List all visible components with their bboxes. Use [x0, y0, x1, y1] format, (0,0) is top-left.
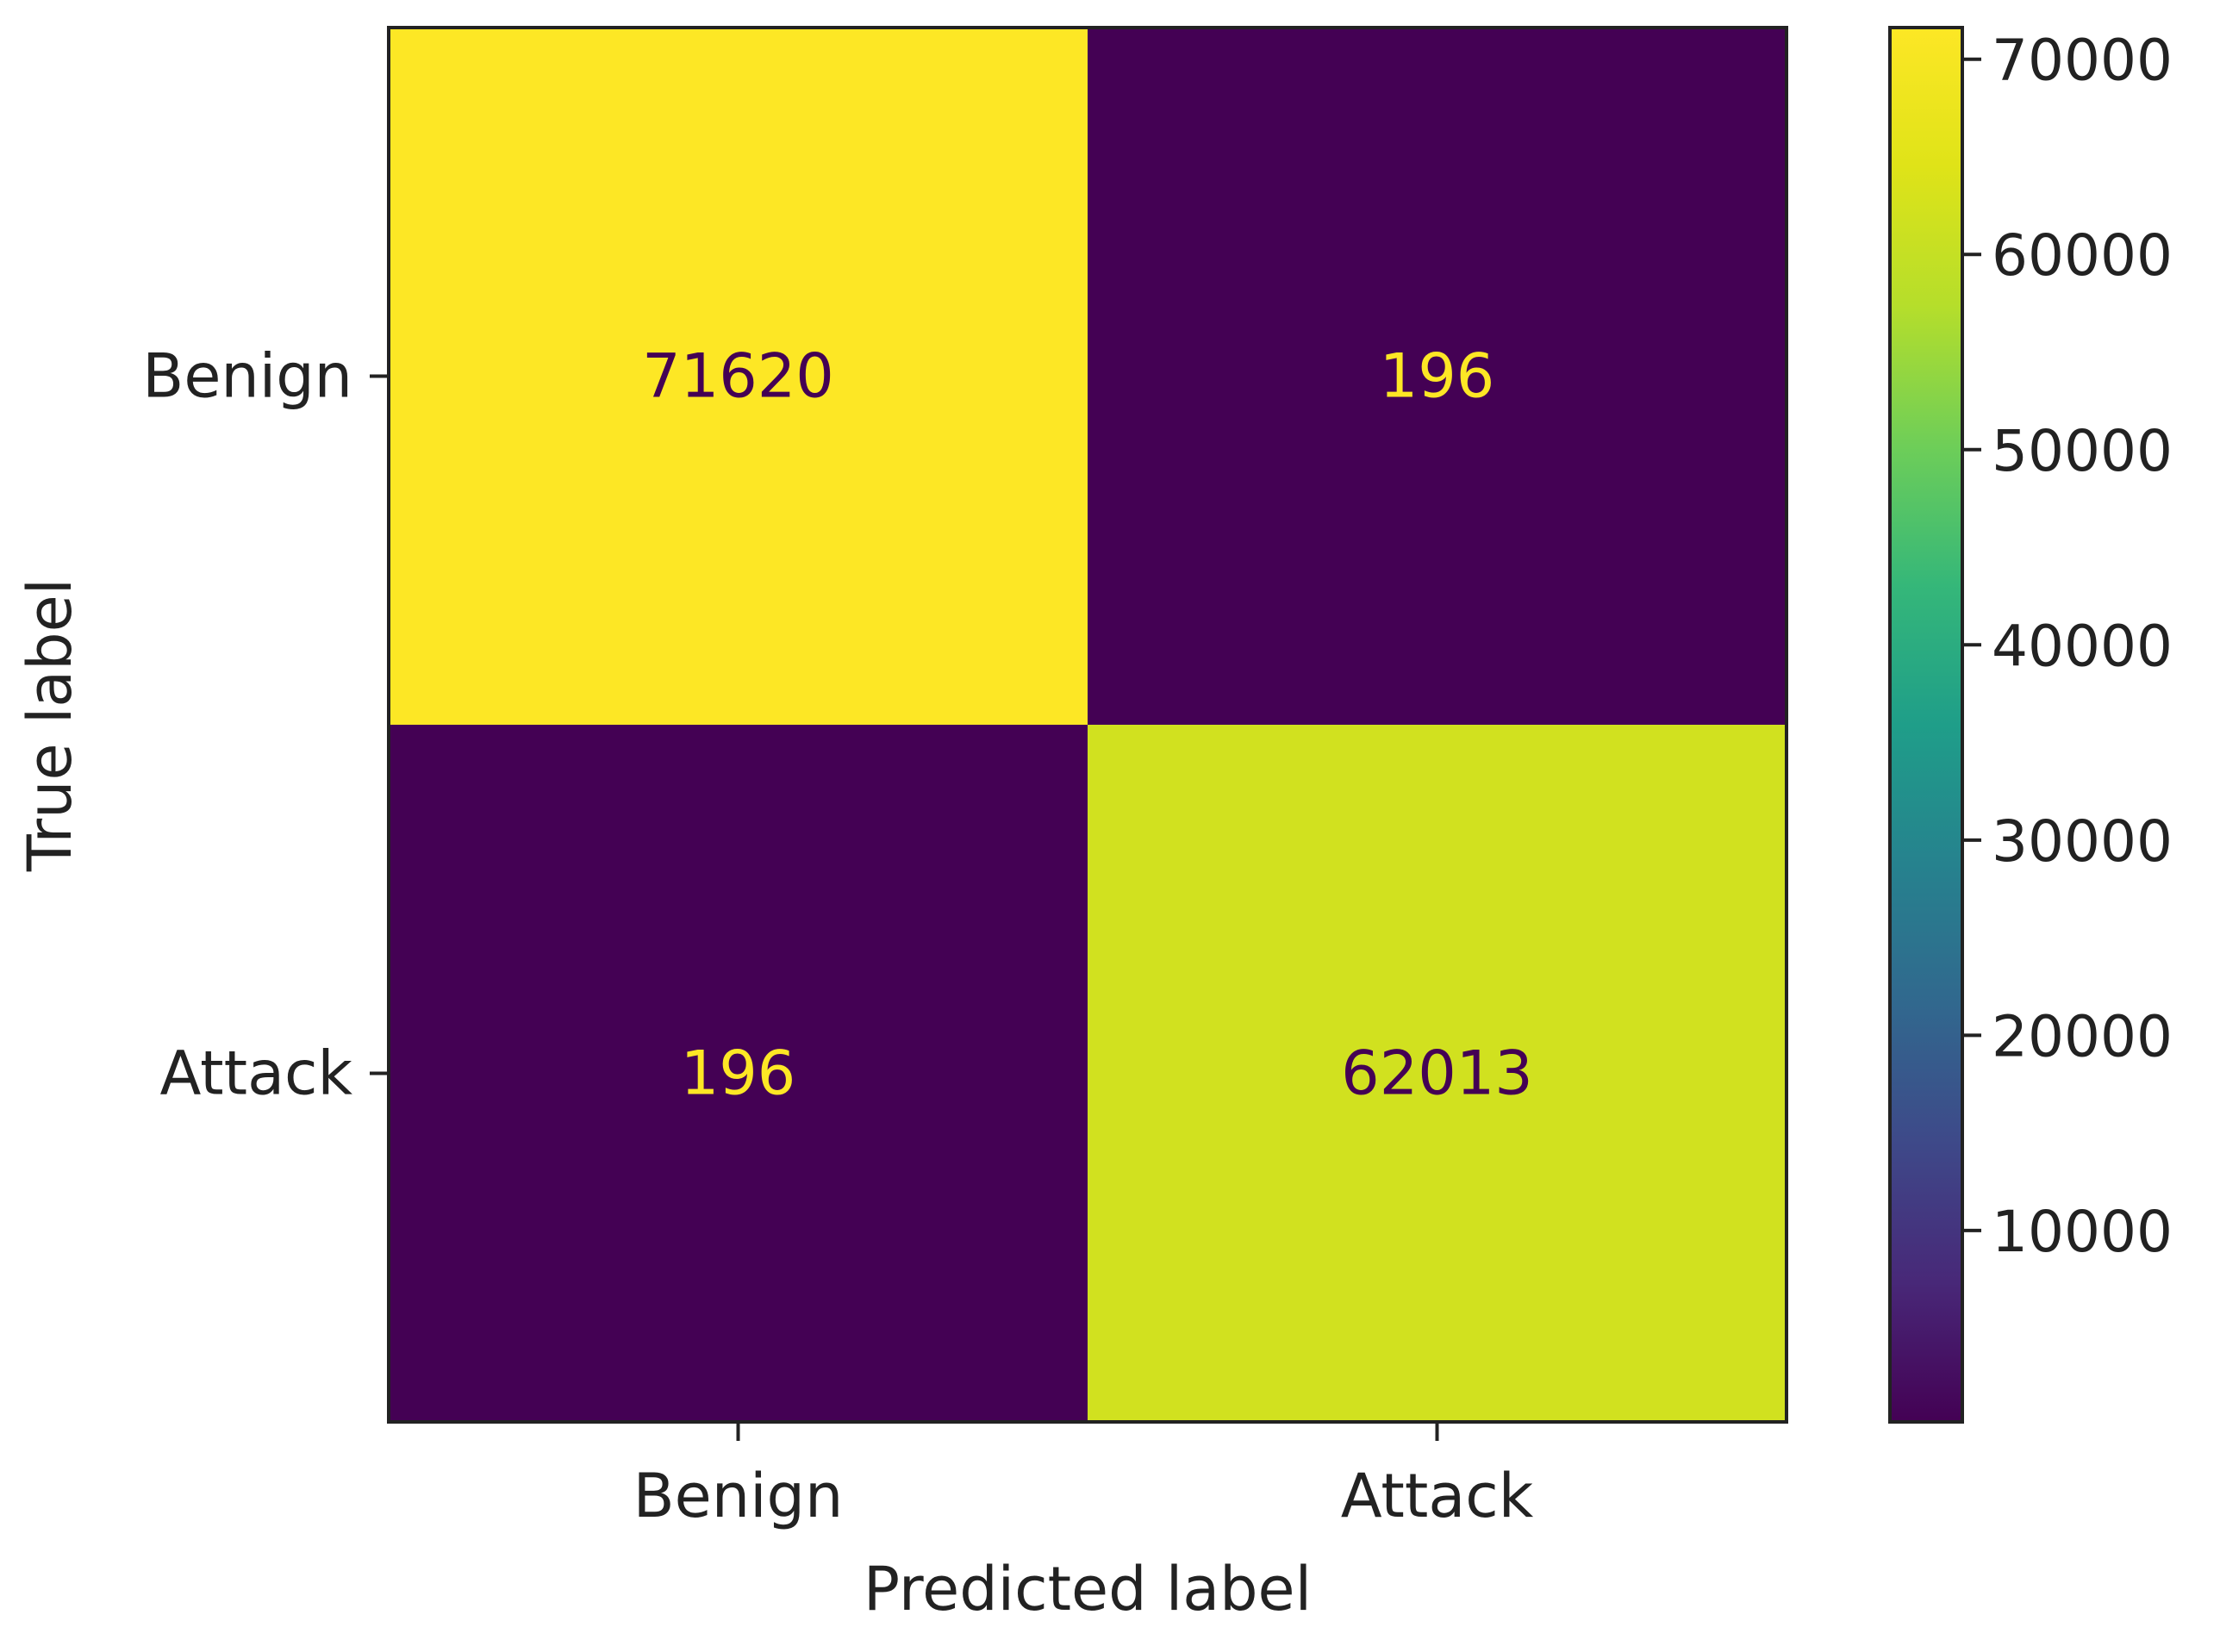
colorbar-tick-label: 50000: [1992, 418, 2173, 484]
heatmap-cell: [389, 725, 1088, 1423]
cell-value-labels: 71620 196 196 62013: [642, 341, 1533, 1109]
heatmap-cell: [1088, 725, 1787, 1423]
cell-value-label: 71620: [642, 341, 834, 412]
colorbar: [1888, 26, 1964, 1424]
y-tick-label: Benign: [142, 341, 352, 412]
x-axis-label: Predicted label: [864, 1554, 1312, 1624]
colorbar-tick-label: 10000: [1992, 1199, 2173, 1265]
heatmap-cell: [1088, 28, 1787, 726]
heatmap-cell: [389, 28, 1088, 726]
y-axis-ticks: Benign Attack: [142, 341, 389, 1109]
colorbar-tick-label: 40000: [1992, 613, 2173, 679]
cell-value-label: 196: [1380, 341, 1495, 412]
heatmap-cells: [389, 28, 1787, 1423]
y-axis-label: True label: [15, 578, 85, 872]
x-tick-label: Attack: [1341, 1461, 1534, 1531]
x-axis-ticks: Benign Attack: [633, 1422, 1534, 1531]
x-tick-label: Benign: [633, 1461, 844, 1531]
colorbar-ticks: 10000 20000 30000 40000 50000 60000 70000: [1962, 28, 2173, 1265]
y-tick-label: Attack: [160, 1038, 353, 1109]
cell-value-label: 196: [681, 1038, 796, 1109]
colorbar-tick-label: 30000: [1992, 808, 2173, 875]
colorbar-tick-label: 70000: [1992, 28, 2173, 94]
cell-value-label: 62013: [1341, 1038, 1533, 1109]
colorbar-tick-label: 60000: [1992, 222, 2173, 289]
plot-frame: [387, 26, 1788, 1424]
colorbar-tick-label: 20000: [1992, 1003, 2173, 1069]
